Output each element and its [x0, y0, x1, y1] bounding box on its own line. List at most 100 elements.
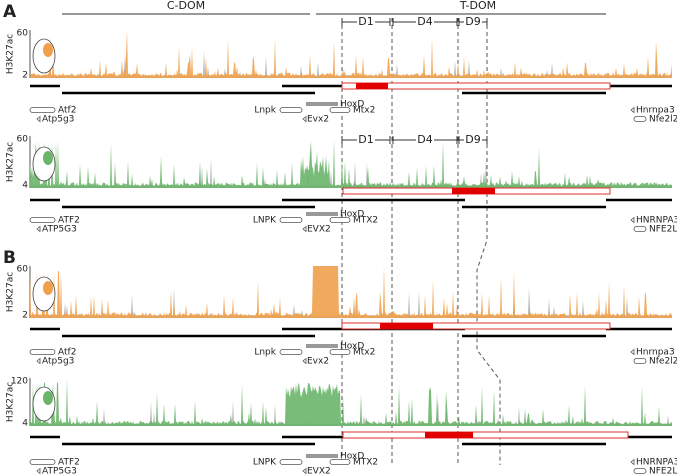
gene-label: Evx2	[307, 115, 329, 125]
gene	[630, 106, 635, 114]
region-fill	[425, 432, 473, 438]
region-label-bg	[464, 15, 482, 29]
cartoon-highlight	[43, 281, 53, 295]
gene-label: ATP5G3	[42, 467, 77, 474]
gene-label: ATP5G3	[42, 225, 77, 235]
gene	[279, 349, 303, 355]
region-fill	[356, 83, 388, 89]
gene-label: HoxD	[340, 452, 364, 462]
region-label: D4	[417, 133, 432, 146]
gene	[29, 217, 56, 223]
gene-label: MTX2	[353, 458, 378, 468]
gene-label: Atp5g3	[42, 115, 74, 125]
signal-track	[30, 140, 672, 188]
gene	[329, 107, 351, 113]
gene	[302, 357, 307, 365]
gene-label: LNPK	[253, 216, 277, 226]
gene	[633, 358, 647, 364]
cartoon	[32, 386, 56, 422]
y-min-label: 2	[22, 71, 28, 81]
signal-track	[30, 30, 672, 79]
gene-label: Lnpk	[254, 348, 276, 358]
y-max-label: 120	[11, 377, 28, 387]
gene-label: Mtx2	[353, 106, 375, 116]
gene	[29, 107, 56, 113]
y-max-label: 60	[17, 135, 29, 145]
region-box	[342, 431, 629, 439]
gene-label: EVX2	[307, 467, 331, 474]
region-label: D4	[417, 15, 432, 28]
panel-label: B	[3, 248, 16, 268]
gene	[279, 217, 303, 223]
region-label: D1	[358, 15, 373, 28]
control-signal	[30, 398, 672, 426]
y-max-label: 60	[17, 265, 29, 275]
dashed-guides	[341, 18, 501, 465]
gene-label: NFE2L2	[649, 467, 677, 474]
gene	[302, 467, 307, 474]
panel-label: A	[3, 2, 17, 22]
gene	[630, 348, 635, 356]
gene	[36, 357, 41, 365]
y-min-label: 2	[22, 311, 28, 321]
y-min-label: 4	[22, 181, 28, 191]
gene	[633, 116, 647, 122]
region-fill	[452, 188, 495, 194]
gene-label: NFE2L2	[649, 225, 677, 235]
cartoon-highlight	[43, 151, 53, 165]
y-axis-label: H3K27ac	[6, 272, 16, 312]
gene-label: Hnrnpa3	[636, 348, 675, 358]
y-axis-label: H3K27ac	[6, 34, 16, 74]
cartoon-highlight	[43, 43, 53, 57]
y-axis-label: H3K27ac	[6, 142, 16, 182]
cartoon	[32, 38, 56, 74]
gene	[29, 349, 56, 355]
gene-label: ATF2	[58, 458, 80, 468]
gene	[633, 226, 647, 232]
signal-track	[30, 266, 672, 318]
gene-label: Hnrnpa3	[636, 106, 675, 116]
y-axis-label: H3K27ac	[6, 382, 16, 422]
gene-label: HoxD	[340, 342, 364, 352]
gene-label: LNPK	[253, 458, 277, 468]
gene-label: HNRNPA3	[636, 216, 677, 226]
region-fill	[380, 323, 433, 329]
gene-label: EVX2	[307, 225, 331, 235]
y-min-label: 4	[22, 419, 28, 429]
region-label: D9	[465, 133, 480, 146]
gene-label: Atf2	[58, 106, 76, 116]
gene-label: Mtx2	[353, 348, 375, 358]
region-label: D9	[465, 15, 480, 28]
gene	[630, 216, 635, 224]
gene	[29, 459, 56, 465]
signal-track	[30, 378, 672, 426]
gene	[279, 107, 303, 113]
gene	[302, 225, 307, 233]
y-max-label: 60	[17, 29, 29, 39]
region-box	[341, 82, 611, 90]
gene-label: Atf2	[58, 348, 76, 358]
region-label-bg	[416, 133, 434, 147]
region-box	[341, 322, 611, 330]
cartoon	[32, 146, 56, 182]
gene-label: HoxD	[340, 100, 364, 110]
gene	[630, 458, 635, 466]
region-label: D1	[358, 133, 373, 146]
gene	[279, 459, 303, 465]
gene-label: ATF2	[58, 216, 80, 226]
cartoon-highlight	[43, 391, 53, 405]
region-label-bg	[357, 133, 375, 147]
region-label-bg	[357, 15, 375, 29]
domain-label: T-DOM	[459, 0, 496, 12]
gene-label: Evx2	[307, 357, 329, 367]
gene-label: Nfe2l2	[649, 357, 677, 367]
gene	[302, 115, 307, 123]
gene-label: Lnpk	[254, 106, 276, 116]
gene	[36, 225, 41, 233]
gene-label: Nfe2l2	[649, 115, 677, 125]
gene	[633, 468, 647, 474]
gene-label: MTX2	[353, 216, 378, 226]
cartoon	[32, 276, 56, 312]
domain-label: C-DOM	[167, 0, 205, 12]
gene-label: HNRNPA3	[636, 458, 677, 468]
